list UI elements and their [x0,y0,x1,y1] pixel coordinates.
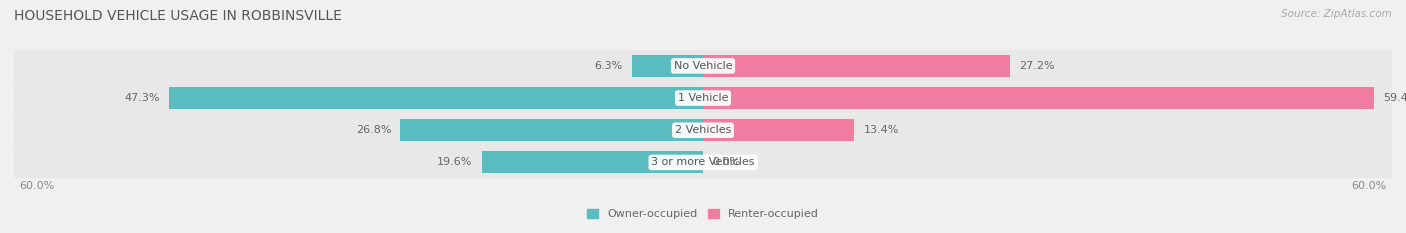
Text: 3 or more Vehicles: 3 or more Vehicles [651,158,755,168]
Bar [482,151,703,173]
FancyBboxPatch shape [14,147,1392,178]
Bar [703,55,1010,77]
Text: 19.6%: 19.6% [437,158,472,168]
FancyBboxPatch shape [14,82,1392,114]
FancyBboxPatch shape [14,114,1392,146]
Text: 60.0%: 60.0% [1351,181,1386,191]
FancyBboxPatch shape [14,50,1392,82]
Text: Source: ZipAtlas.com: Source: ZipAtlas.com [1281,9,1392,19]
Bar [631,55,703,77]
Text: HOUSEHOLD VEHICLE USAGE IN ROBBINSVILLE: HOUSEHOLD VEHICLE USAGE IN ROBBINSVILLE [14,9,342,23]
Text: 13.4%: 13.4% [863,125,898,135]
Text: 1 Vehicle: 1 Vehicle [678,93,728,103]
Bar [401,119,703,141]
Text: 6.3%: 6.3% [595,61,623,71]
Text: 59.4%: 59.4% [1384,93,1406,103]
Bar [703,119,855,141]
Text: No Vehicle: No Vehicle [673,61,733,71]
Text: 47.3%: 47.3% [124,93,160,103]
Bar [703,87,1374,109]
Legend: Owner-occupied, Renter-occupied: Owner-occupied, Renter-occupied [586,209,820,219]
Text: 26.8%: 26.8% [356,125,391,135]
Text: 27.2%: 27.2% [1019,61,1054,71]
Text: 0.0%: 0.0% [711,158,741,168]
Bar [169,87,703,109]
Text: 60.0%: 60.0% [20,181,55,191]
Text: 2 Vehicles: 2 Vehicles [675,125,731,135]
